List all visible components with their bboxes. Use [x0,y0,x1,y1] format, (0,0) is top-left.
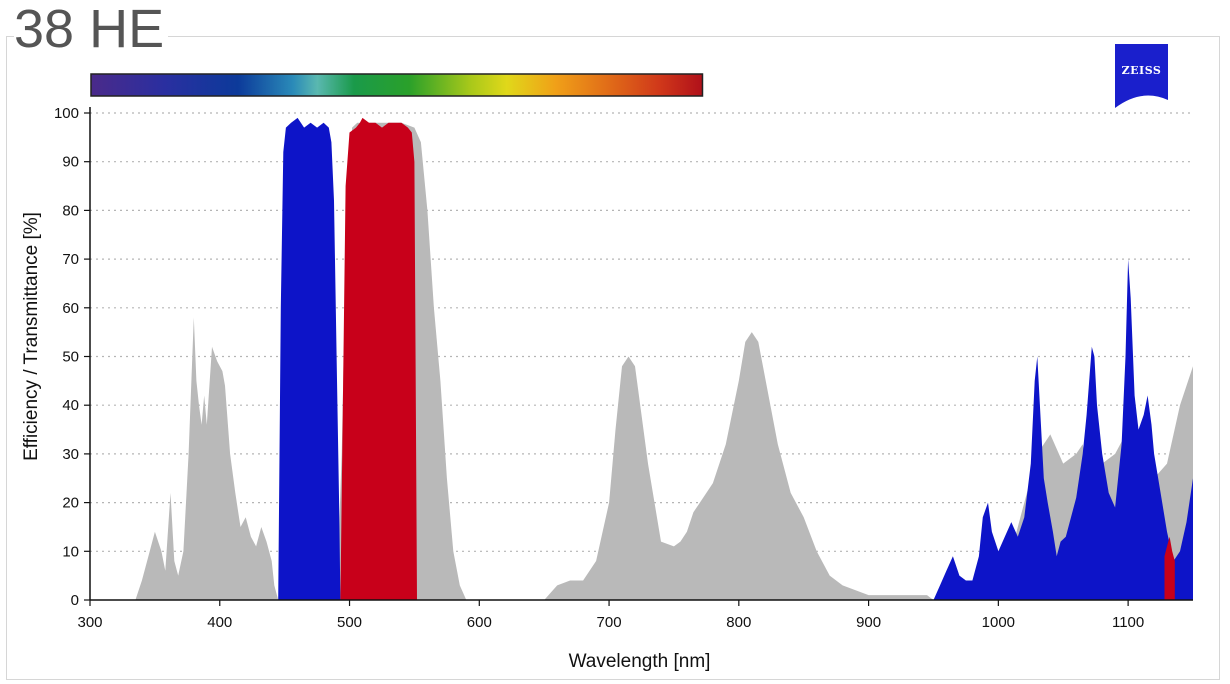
spectrum-bar [90,73,704,97]
y-tick-label: 70 [62,251,79,268]
x-axis: 300 400 500 600 700 800 900 1000 1100 [77,600,1144,631]
page-title: 38 HE [14,2,169,56]
series-layer [90,117,1193,601]
zeiss-logo: ZEISS [1115,44,1168,108]
grid-lines [90,112,1193,552]
y-tick-label: 40 [62,397,79,414]
y-tick-label: 30 [62,446,79,463]
y-tick-label: 100 [54,105,79,122]
y-axis: 0 10 20 30 40 50 60 70 80 90 100 [54,105,90,609]
x-tick-label: 700 [597,614,622,631]
y-axis-title: Efficiency / Transmittance [%] [21,212,42,461]
x-tick-label: 900 [856,614,881,631]
series-area-4 [278,117,341,601]
series-area-7 [1164,536,1175,600]
zeiss-logo-text: ZEISS [1122,64,1162,77]
y-tick-label: 90 [62,154,79,171]
zeiss-logo-shape [1115,44,1168,108]
y-tick-label: 20 [62,495,79,512]
series-area-5 [933,259,1193,600]
series-area-6 [340,117,417,601]
x-tick-label: 500 [337,614,362,631]
x-tick-label: 1100 [1112,614,1144,631]
y-tick-label: 0 [71,592,79,609]
y-tick-label: 80 [62,202,79,219]
axes [89,107,1193,601]
x-axis-title: Wavelength [nm] [569,651,711,672]
x-tick-label: 600 [467,614,492,631]
y-tick-label: 10 [62,543,79,560]
x-tick-label: 1000 [982,614,1015,631]
x-tick-label: 400 [207,614,232,631]
y-tick-label: 60 [62,300,79,317]
x-tick-label: 800 [726,614,751,631]
y-tick-label: 50 [62,349,79,366]
series-area-0 [90,317,279,600]
x-tick-label: 300 [77,614,102,631]
series-area-2 [544,332,934,600]
